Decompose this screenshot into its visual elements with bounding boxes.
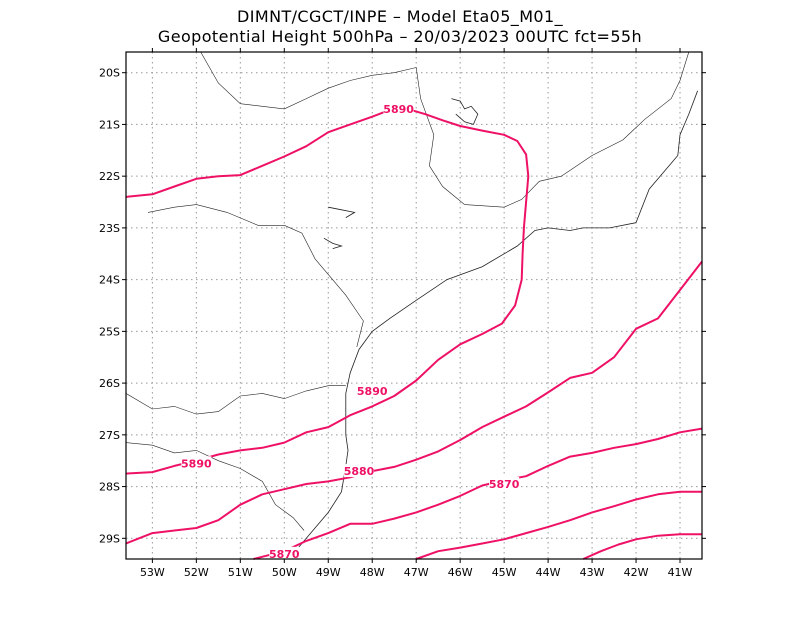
x-tick-label: 49W <box>316 566 341 579</box>
lake-outline <box>451 98 479 125</box>
border-br1 <box>200 51 417 110</box>
axis-ticks: 53W 52W 51W 50W 49W 48W 47W 46W 45W 44W 43W 42W 41W 2… <box>99 48 706 579</box>
contour-label: 5870 <box>269 548 300 561</box>
contour-label-bg <box>181 456 212 470</box>
contour-label: 5880 <box>344 465 375 478</box>
contour-low-5870 <box>253 427 703 560</box>
x-tick-label: 53W <box>140 566 165 579</box>
contour-label: 5890 <box>357 385 388 398</box>
lake-outline <box>328 206 356 218</box>
lake-outline <box>323 237 343 249</box>
coastline-coast <box>288 90 698 560</box>
x-tick-label: 44W <box>536 566 561 579</box>
x-tick-label: 42W <box>624 566 649 579</box>
x-tick-label: 46W <box>448 566 473 579</box>
contour-label-bg <box>269 546 300 560</box>
contour-label-bg <box>357 383 388 397</box>
y-tick-label: 26S <box>99 377 120 390</box>
contour-s1 <box>415 490 702 560</box>
y-tick-label: 27S <box>99 429 120 442</box>
y-tick-label: 23S <box>99 222 120 235</box>
grid-lines <box>126 52 702 559</box>
x-tick-label: 52W <box>184 566 209 579</box>
contour-label: 5870 <box>489 478 520 491</box>
contour-label-bg <box>489 476 520 490</box>
state-borders <box>125 51 690 531</box>
contour-north-5890 <box>125 107 530 475</box>
x-tick-label: 51W <box>228 566 253 579</box>
x-tick-label: 48W <box>360 566 385 579</box>
contour-labels: 5890 5890 5890 5880 5870 5870 <box>181 101 520 561</box>
x-tick-label: 43W <box>580 566 605 579</box>
y-tick-label: 24S <box>99 274 120 287</box>
x-tick-label: 47W <box>404 566 429 579</box>
y-tick-label: 20S <box>99 67 120 80</box>
x-tick-label: 41W <box>668 566 693 579</box>
geopotential-contours <box>125 107 703 560</box>
y-tick-label: 29S <box>99 532 120 545</box>
lakes-rivers <box>323 98 479 249</box>
title-line-2: Geopotential Height 500hPa – 20/03/2023 … <box>158 27 642 46</box>
border-br4 <box>125 385 346 415</box>
border-br2 <box>415 51 690 208</box>
y-tick-label: 22S <box>99 170 120 183</box>
map-frame <box>125 51 703 560</box>
y-tick-label: 25S <box>99 325 120 338</box>
x-tick-label: 50W <box>272 566 297 579</box>
y-tick-label: 28S <box>99 481 120 494</box>
contour-mid-5880 <box>125 260 703 545</box>
contour-label: 5890 <box>383 103 414 116</box>
x-tick-label: 45W <box>492 566 517 579</box>
border-br3 <box>147 204 364 347</box>
contour-label: 5890 <box>181 457 212 470</box>
y-tick-label: 21S <box>99 118 120 131</box>
contour-s2 <box>582 533 702 560</box>
border-br5 <box>125 442 305 531</box>
contour-label-bg <box>344 464 375 478</box>
coastline <box>288 90 698 560</box>
title-line-1: DIMNT/CGCT/INPE – Model Eta05_M01_ <box>237 7 564 27</box>
contour-label-bg <box>383 101 414 115</box>
